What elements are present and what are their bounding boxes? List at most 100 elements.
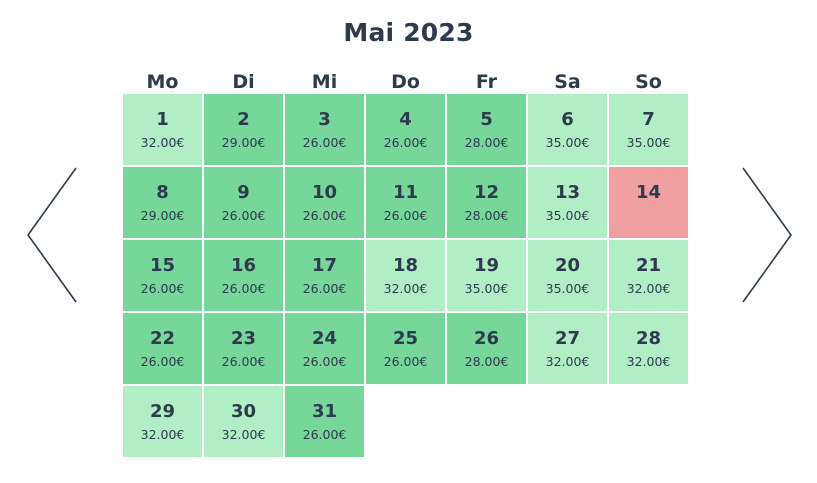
day-number: 22 xyxy=(149,328,176,349)
day-number: 11 xyxy=(392,182,419,203)
weekday-label: So xyxy=(635,71,662,93)
calendar-day[interactable]: 4 26.00€ xyxy=(366,94,445,165)
calendar-day[interactable]: 27 32.00€ xyxy=(528,313,607,384)
day-price: 26.00€ xyxy=(383,354,428,369)
chevron-left-icon xyxy=(27,167,77,303)
day-price: 32.00€ xyxy=(545,354,590,369)
day-number: 12 xyxy=(473,182,500,203)
weekday-label: Do xyxy=(391,71,420,93)
day-price: 35.00€ xyxy=(545,135,590,150)
day-number: 16 xyxy=(230,255,257,276)
day-price: 32.00€ xyxy=(626,354,671,369)
calendar-day[interactable]: 26 28.00€ xyxy=(447,313,526,384)
day-price: 35.00€ xyxy=(545,208,590,223)
month-title: Mai 2023 xyxy=(343,18,474,47)
day-number: 5 xyxy=(480,109,493,130)
day-price: 28.00€ xyxy=(464,135,509,150)
day-price: 32.00€ xyxy=(221,427,266,442)
day-number: 15 xyxy=(149,255,176,276)
day-price: 26.00€ xyxy=(302,427,347,442)
day-price: 32.00€ xyxy=(140,135,185,150)
day-price: 28.00€ xyxy=(464,354,509,369)
day-number: 14 xyxy=(635,182,662,203)
calendar-day[interactable]: 12 28.00€ xyxy=(447,167,526,238)
day-number: 28 xyxy=(635,328,662,349)
calendar-day[interactable]: 8 29.00€ xyxy=(123,167,202,238)
day-number: 10 xyxy=(311,182,338,203)
day-number: 2 xyxy=(237,109,250,130)
day-price: 26.00€ xyxy=(140,354,185,369)
calendar-day[interactable]: 13 35.00€ xyxy=(528,167,607,238)
calendar-grid: 1 32.00€ 2 29.00€ 3 26.00€ 4 26.00€ 5 28.00€ 6 35.0… xyxy=(123,94,688,457)
day-price: 26.00€ xyxy=(221,281,266,296)
calendar-day[interactable]: 3 26.00€ xyxy=(285,94,364,165)
calendar-day[interactable]: 16 26.00€ xyxy=(204,240,283,311)
calendar-day[interactable]: 17 26.00€ xyxy=(285,240,364,311)
calendar-day[interactable]: 25 26.00€ xyxy=(366,313,445,384)
day-price: 26.00€ xyxy=(221,208,266,223)
day-number: 30 xyxy=(230,401,257,422)
calendar-day[interactable]: 11 26.00€ xyxy=(366,167,445,238)
day-number: 20 xyxy=(554,255,581,276)
calendar-day[interactable]: 7 35.00€ xyxy=(609,94,688,165)
calendar-day[interactable]: 28 32.00€ xyxy=(609,313,688,384)
day-price: 26.00€ xyxy=(302,281,347,296)
day-price: 29.00€ xyxy=(140,208,185,223)
day-price: 26.00€ xyxy=(302,135,347,150)
day-price: 32.00€ xyxy=(383,281,428,296)
previous-month-button[interactable] xyxy=(26,166,78,304)
calendar-day[interactable]: 23 26.00€ xyxy=(204,313,283,384)
calendar-day[interactable]: 31 26.00€ xyxy=(285,386,364,457)
calendar-day[interactable]: 18 32.00€ xyxy=(366,240,445,311)
day-number: 27 xyxy=(554,328,581,349)
day-number: 24 xyxy=(311,328,338,349)
day-price: 32.00€ xyxy=(140,427,185,442)
calendar-day[interactable]: 1 32.00€ xyxy=(123,94,202,165)
day-price: 26.00€ xyxy=(140,281,185,296)
day-number: 4 xyxy=(399,109,412,130)
day-number: 19 xyxy=(473,255,500,276)
day-number: 21 xyxy=(635,255,662,276)
day-number: 26 xyxy=(473,328,500,349)
day-number: 9 xyxy=(237,182,250,203)
day-price: 26.00€ xyxy=(221,354,266,369)
weekday-label: Di xyxy=(232,71,255,93)
day-price: 28.00€ xyxy=(464,208,509,223)
calendar-day[interactable]: 9 26.00€ xyxy=(204,167,283,238)
day-number: 25 xyxy=(392,328,419,349)
day-number: 8 xyxy=(156,182,169,203)
calendar-day[interactable]: 29 32.00€ xyxy=(123,386,202,457)
day-number: 6 xyxy=(561,109,574,130)
day-price: 35.00€ xyxy=(464,281,509,296)
day-number: 1 xyxy=(156,109,169,130)
day-number: 31 xyxy=(311,401,338,422)
calendar-day[interactable]: 10 26.00€ xyxy=(285,167,364,238)
calendar-day[interactable]: 30 32.00€ xyxy=(204,386,283,457)
day-price: 26.00€ xyxy=(383,135,428,150)
calendar-day[interactable]: 19 35.00€ xyxy=(447,240,526,311)
calendar-day[interactable]: 15 26.00€ xyxy=(123,240,202,311)
day-price: 32.00€ xyxy=(626,281,671,296)
calendar-day[interactable]: 2 29.00€ xyxy=(204,94,283,165)
day-price: 35.00€ xyxy=(626,135,671,150)
day-number: 18 xyxy=(392,255,419,276)
calendar-day[interactable]: 21 32.00€ xyxy=(609,240,688,311)
calendar-day[interactable]: 22 26.00€ xyxy=(123,313,202,384)
day-number: 13 xyxy=(554,182,581,203)
chevron-right-icon xyxy=(742,167,792,303)
day-number: 29 xyxy=(149,401,176,422)
day-number: 23 xyxy=(230,328,257,349)
next-month-button[interactable] xyxy=(741,166,793,304)
day-number: 3 xyxy=(318,109,331,130)
weekday-header: Mo Di Mi Do Fr Sa So xyxy=(123,70,688,94)
calendar-day[interactable]: 24 26.00€ xyxy=(285,313,364,384)
day-price: 26.00€ xyxy=(302,208,347,223)
day-price: 26.00€ xyxy=(302,354,347,369)
calendar-day[interactable]: 5 28.00€ xyxy=(447,94,526,165)
weekday-label: Sa xyxy=(554,71,581,93)
weekday-label: Fr xyxy=(475,71,498,93)
calendar-day[interactable]: 20 35.00€ xyxy=(528,240,607,311)
calendar-day[interactable]: 6 35.00€ xyxy=(528,94,607,165)
calendar-day-unavailable: 14 xyxy=(609,167,688,238)
day-number: 17 xyxy=(311,255,338,276)
